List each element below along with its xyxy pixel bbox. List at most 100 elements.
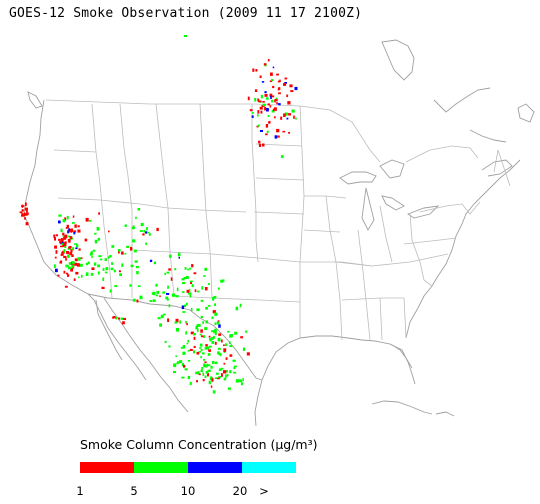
- smoke-pixel: [291, 109, 295, 113]
- smoke-pixel: [197, 323, 201, 327]
- smoke-pixel: [234, 331, 238, 335]
- smoke-pixel: [145, 242, 147, 245]
- smoke-pixel: [205, 346, 209, 350]
- smoke-pixel: [270, 95, 272, 99]
- smoke-pixel: [218, 368, 222, 371]
- smoke-pixel: [72, 215, 75, 218]
- smoke-pixel: [225, 370, 228, 373]
- smoke-pixel: [187, 360, 191, 362]
- smoke-pixel: [62, 232, 65, 236]
- smoke-pixel: [180, 346, 184, 349]
- smoke-pixel: [98, 212, 100, 215]
- smoke-pixel: [188, 292, 192, 295]
- smoke-pixel: [153, 261, 156, 265]
- smoke-pixel: [21, 209, 24, 212]
- smoke-pixel: [262, 101, 265, 103]
- smoke-pixel: [174, 268, 177, 271]
- smoke-pixel: [264, 91, 267, 94]
- smoke-pixel: [78, 248, 81, 251]
- legend-tick-labels: 1 5 10 20 >: [0, 484, 540, 500]
- smoke-pixel: [71, 264, 75, 268]
- smoke-pixel: [208, 369, 211, 372]
- smoke-pixel: [160, 314, 164, 319]
- smoke-pixel: [270, 72, 273, 76]
- smoke-pixel: [107, 256, 110, 259]
- smoke-pixel: [228, 341, 231, 345]
- smoke-pixel: [92, 249, 96, 252]
- smoke-pixel: [166, 293, 170, 295]
- smoke-pixel: [130, 246, 133, 251]
- smoke-pixel: [115, 316, 118, 320]
- smoke-pixel: [238, 379, 242, 383]
- smoke-pixel: [205, 320, 208, 324]
- smoke-pixel: [259, 106, 263, 110]
- smoke-pixel: [275, 99, 278, 102]
- smoke-pixel: [74, 258, 78, 262]
- smoke-pixel: [179, 360, 183, 363]
- smoke-pixel: [255, 69, 258, 72]
- smoke-pixel: [204, 346, 207, 350]
- smoke-pixel: [214, 322, 217, 325]
- smoke-pixel: [223, 370, 227, 374]
- smoke-pixel: [70, 228, 73, 232]
- smoke-pixel: [72, 222, 75, 224]
- smoke-pixel: [24, 213, 28, 216]
- smoke-pixel: [276, 128, 280, 133]
- smoke-pixel: [229, 354, 233, 357]
- smoke-pixel: [121, 263, 124, 267]
- smoke-pixel: [217, 351, 220, 355]
- smoke-pixel: [293, 115, 295, 119]
- smoke-pixel: [166, 271, 170, 274]
- smoke-pixel: [221, 339, 223, 343]
- smoke-pixel: [217, 337, 221, 342]
- smoke-pixel: [177, 252, 181, 257]
- smoke-pixel: [217, 347, 221, 350]
- smoke-pixel: [214, 361, 218, 365]
- smoke-pixel: [93, 262, 97, 266]
- smoke-pixel: [68, 228, 70, 232]
- smoke-pixel: [204, 267, 208, 271]
- smoke-pixel: [271, 79, 274, 82]
- smoke-pixel: [60, 228, 63, 233]
- smoke-pixel: [146, 227, 148, 231]
- smoke-pixel: [251, 111, 254, 114]
- smoke-pixel: [19, 211, 23, 214]
- smoke-pixel: [212, 310, 216, 314]
- smoke-pixel: [68, 266, 72, 270]
- smoke-pixel: [202, 352, 205, 355]
- smoke-pixel: [193, 332, 196, 336]
- smoke-pixel: [69, 252, 73, 256]
- smoke-pixel: [110, 267, 114, 271]
- smoke-pixel: [63, 255, 67, 259]
- smoke-pixel: [76, 263, 80, 267]
- smoke-pixel: [242, 378, 244, 382]
- smoke-pixel: [203, 335, 206, 338]
- smoke-pixel: [225, 357, 228, 360]
- smoke-pixel: [258, 140, 261, 144]
- smoke-pixel: [203, 363, 206, 368]
- smoke-pixel: [207, 372, 209, 377]
- smoke-pixel: [162, 291, 165, 294]
- smoke-pixel: [24, 217, 26, 220]
- smoke-pixel: [194, 289, 197, 293]
- smoke-pixel: [182, 311, 186, 313]
- smoke-pixel: [191, 264, 194, 268]
- smoke-pixel: [78, 276, 80, 279]
- smoke-pixel: [267, 103, 270, 106]
- smoke-pixel: [55, 268, 58, 273]
- smoke-pixel: [79, 263, 83, 267]
- smoke-pixel: [65, 258, 67, 261]
- smoke-pixel: [226, 373, 229, 377]
- smoke-pixel: [215, 372, 219, 375]
- smoke-pixel: [181, 363, 184, 367]
- smoke-pixel: [265, 133, 268, 136]
- smoke-pixel: [193, 350, 196, 354]
- smoke-pixel: [267, 115, 270, 117]
- smoke-pixel: [143, 229, 146, 233]
- legend-tick-1: 1: [76, 484, 84, 498]
- smoke-pixel: [205, 370, 209, 374]
- smoke-pixel: [61, 242, 64, 246]
- smoke-pixel: [76, 244, 79, 248]
- smoke-pixel: [25, 222, 29, 226]
- smoke-pixel: [113, 269, 116, 273]
